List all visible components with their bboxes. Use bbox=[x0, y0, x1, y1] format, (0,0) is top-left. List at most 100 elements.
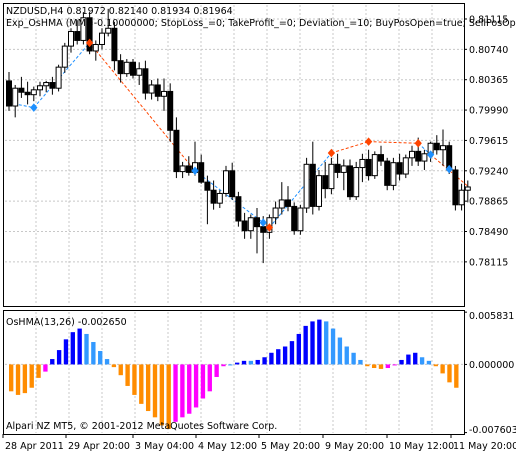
candle-body-bull bbox=[353, 167, 360, 198]
candle bbox=[80, 12, 87, 45]
histogram-bar bbox=[214, 364, 219, 377]
candle-body-bear bbox=[452, 169, 459, 206]
histogram-bar bbox=[310, 321, 315, 365]
candle bbox=[390, 157, 397, 191]
trade-line bbox=[33, 42, 90, 108]
candle-body-bull bbox=[359, 158, 366, 169]
candle-body-bull bbox=[136, 68, 143, 76]
candle-body-bear bbox=[285, 199, 291, 207]
candle bbox=[30, 86, 37, 102]
candle-body-bear bbox=[396, 162, 403, 175]
price-tick-label: 0.79240 bbox=[469, 166, 508, 177]
histogram-bar bbox=[50, 359, 55, 365]
candle-body-bear bbox=[229, 170, 236, 198]
indicator-title: OsHMA(13,26) -0.002650 bbox=[6, 317, 127, 328]
candle-body-bull bbox=[371, 154, 378, 177]
histogram-bar bbox=[330, 328, 336, 365]
candle bbox=[167, 83, 174, 142]
candle-body-bull bbox=[402, 157, 409, 175]
chart-symbol-header: NZDUSD,H4 0.81972 0.82140 0.81934 0.8196… bbox=[6, 6, 233, 17]
candle-body-bull bbox=[316, 175, 322, 207]
sell-arrow-icon bbox=[414, 138, 422, 148]
histogram-bar bbox=[187, 364, 192, 414]
trade-line bbox=[89, 42, 196, 172]
candle-body-bull bbox=[43, 82, 50, 87]
histogram-bar bbox=[84, 333, 89, 365]
histogram-bar bbox=[36, 364, 41, 378]
histogram-bar bbox=[317, 319, 322, 365]
candle bbox=[278, 182, 285, 215]
candle bbox=[340, 159, 347, 191]
candle-body-bear bbox=[322, 175, 329, 190]
candle-body-bear bbox=[291, 205, 298, 232]
candle bbox=[130, 59, 136, 79]
histogram-bar bbox=[447, 364, 452, 383]
candle bbox=[204, 175, 211, 225]
candle bbox=[421, 149, 428, 170]
histogram-bar bbox=[324, 321, 329, 365]
candle-body-bull bbox=[37, 85, 43, 91]
candle-body-bear bbox=[49, 82, 56, 89]
candle-body-bull bbox=[179, 165, 186, 173]
candle bbox=[179, 161, 186, 179]
candle bbox=[433, 135, 440, 155]
candle-body-bull bbox=[272, 207, 279, 219]
trade-line bbox=[8, 102, 34, 109]
histogram-bar bbox=[255, 359, 260, 365]
price-tick-label: 0.80740 bbox=[469, 45, 508, 56]
price-tick-label: 0.79990 bbox=[469, 106, 508, 117]
histogram-bar bbox=[413, 352, 418, 365]
sell-arrow-icon bbox=[265, 223, 274, 232]
time-tick-label: 5 May 20:00 bbox=[261, 441, 320, 452]
candle bbox=[24, 81, 31, 105]
trade-line bbox=[269, 152, 332, 228]
candle-body-bull bbox=[390, 162, 397, 186]
histogram-bar bbox=[104, 359, 110, 365]
candle bbox=[12, 84, 19, 118]
histogram-bar bbox=[419, 357, 425, 365]
candle-body-bull bbox=[12, 87, 19, 107]
candle bbox=[185, 156, 192, 176]
candle-body-bull bbox=[61, 45, 68, 68]
candle bbox=[297, 204, 304, 235]
histogram-bar bbox=[9, 364, 14, 392]
candle-body-bear bbox=[111, 27, 118, 62]
histogram-bar bbox=[166, 364, 171, 429]
histogram-bar bbox=[152, 364, 158, 418]
time-tick-label: 4 May 12:00 bbox=[198, 441, 257, 452]
candle bbox=[402, 154, 409, 179]
histogram-bar bbox=[125, 364, 130, 386]
histogram-bar bbox=[289, 341, 295, 365]
candle bbox=[105, 8, 112, 37]
oshma-histogram bbox=[9, 319, 459, 429]
candle bbox=[49, 76, 56, 95]
candle-body-bull bbox=[458, 189, 465, 206]
candle-body-bear bbox=[365, 158, 372, 177]
candle-body-bull bbox=[421, 153, 428, 162]
trade-line bbox=[194, 170, 264, 224]
candle bbox=[173, 117, 180, 179]
histogram-bar bbox=[228, 364, 233, 366]
candle bbox=[210, 180, 217, 210]
candle-body-bull bbox=[328, 163, 335, 190]
price-tick-label: 0.80365 bbox=[469, 75, 508, 86]
candle bbox=[396, 153, 403, 181]
trade-lines bbox=[8, 42, 469, 228]
histogram-bar bbox=[282, 346, 288, 365]
histogram-bar bbox=[276, 349, 281, 365]
candle bbox=[241, 212, 248, 239]
time-tick-label: 3 May 04:00 bbox=[135, 441, 194, 452]
buy-arrow-icon bbox=[445, 164, 453, 174]
sell-arrow-icon bbox=[85, 38, 94, 48]
histogram-bar bbox=[358, 359, 363, 365]
candle bbox=[229, 162, 236, 200]
candle-body-bear bbox=[334, 163, 341, 173]
candle-body-bull bbox=[105, 27, 112, 34]
candle bbox=[328, 157, 335, 195]
candle-body-bull bbox=[80, 17, 87, 41]
price-tick-label: 0.78490 bbox=[469, 227, 508, 238]
histogram-bar bbox=[440, 364, 445, 374]
candle-body-bear bbox=[24, 91, 31, 96]
buy-arrow-icon bbox=[426, 150, 435, 159]
